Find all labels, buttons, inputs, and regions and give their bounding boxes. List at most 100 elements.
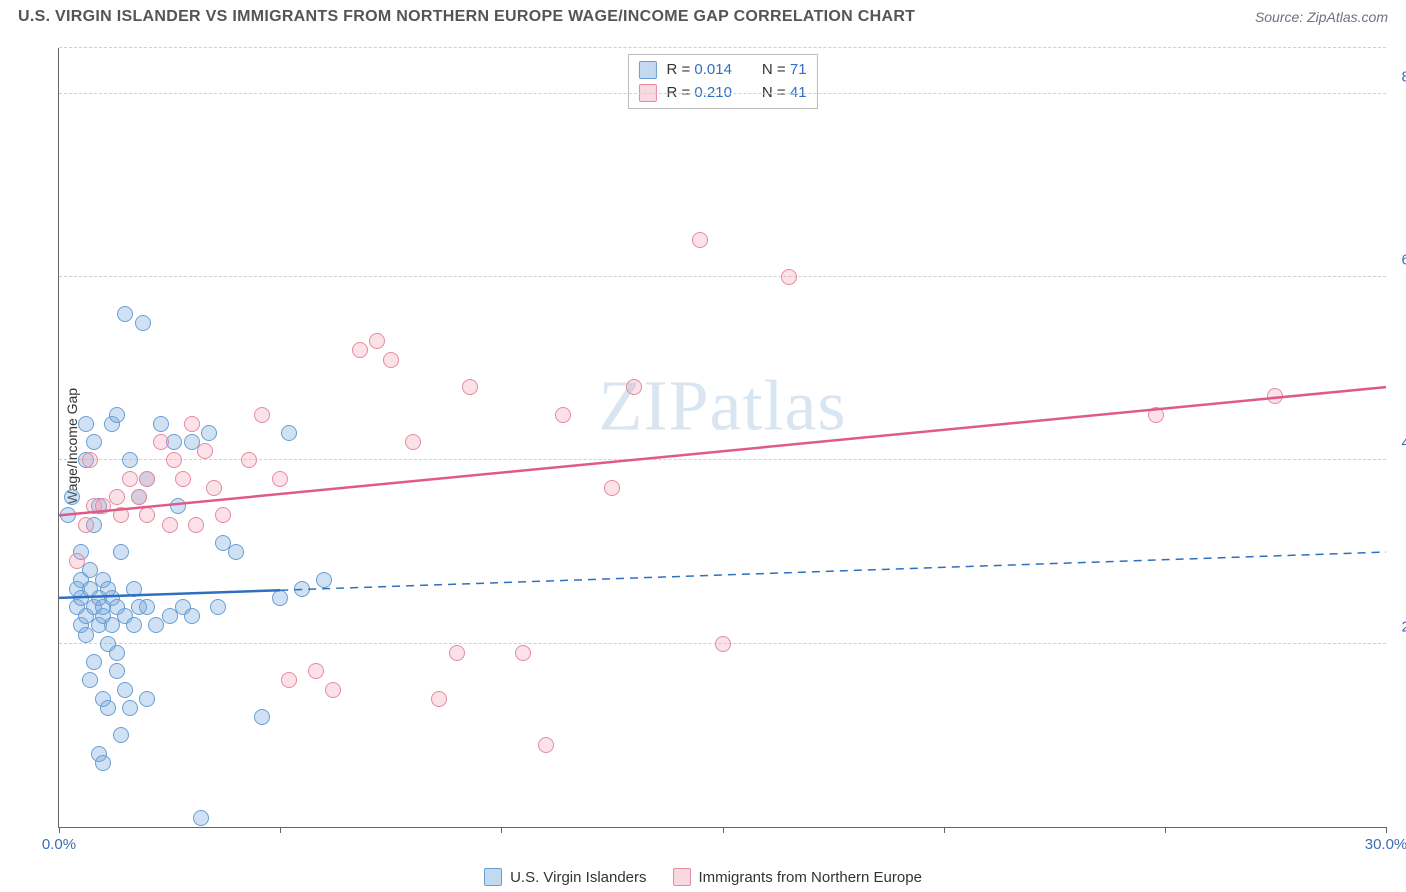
data-point — [122, 471, 138, 487]
data-point — [197, 443, 213, 459]
data-point — [122, 452, 138, 468]
x-tick-mark — [1386, 827, 1387, 833]
data-point — [184, 416, 200, 432]
data-point — [109, 489, 125, 505]
n-label: N = 71 — [762, 59, 807, 82]
data-point — [294, 581, 310, 597]
r-value: 0.014 — [694, 61, 732, 78]
data-point — [82, 452, 98, 468]
data-point — [64, 489, 80, 505]
legend-item: Immigrants from Northern Europe — [673, 868, 922, 886]
data-point — [228, 544, 244, 560]
data-point — [126, 581, 142, 597]
data-point — [1148, 407, 1164, 423]
data-point — [316, 572, 332, 588]
legend-item: U.S. Virgin Islanders — [484, 868, 646, 886]
x-tick-mark — [59, 827, 60, 833]
gridline-h — [59, 459, 1386, 460]
data-point — [449, 645, 465, 661]
data-point — [193, 810, 209, 826]
data-point — [538, 737, 554, 753]
data-point — [206, 480, 222, 496]
data-point — [241, 452, 257, 468]
stat-legend-row: R = 0.014 N = 71 — [638, 59, 806, 82]
data-point — [1267, 388, 1283, 404]
legend-swatch — [484, 868, 502, 886]
plot-region: ZIPatlas R = 0.014N = 71R = 0.210N = 41 … — [58, 48, 1386, 828]
legend-swatch — [673, 868, 691, 886]
data-point — [272, 590, 288, 606]
data-point — [215, 507, 231, 523]
data-point — [175, 471, 191, 487]
data-point — [139, 691, 155, 707]
data-point — [431, 691, 447, 707]
stat-legend: R = 0.014N = 71R = 0.210N = 41 — [627, 54, 817, 109]
data-point — [272, 471, 288, 487]
data-point — [153, 416, 169, 432]
data-point — [281, 425, 297, 441]
gridline-h — [59, 93, 1386, 94]
data-point — [86, 434, 102, 450]
bottom-legend: U.S. Virgin Islanders Immigrants from Nor… — [0, 868, 1406, 886]
data-point — [109, 663, 125, 679]
data-point — [86, 654, 102, 670]
y-tick-label: 60.0% — [1392, 252, 1406, 269]
data-point — [184, 608, 200, 624]
data-point — [122, 700, 138, 716]
data-point — [325, 682, 341, 698]
data-point — [369, 333, 385, 349]
data-point — [405, 434, 421, 450]
data-point — [153, 434, 169, 450]
data-point — [100, 700, 116, 716]
x-tick-mark — [1165, 827, 1166, 833]
data-point — [117, 306, 133, 322]
data-point — [626, 379, 642, 395]
data-point — [170, 498, 186, 514]
x-tick-mark — [723, 827, 724, 833]
y-tick-label: 40.0% — [1392, 435, 1406, 452]
data-point — [113, 544, 129, 560]
data-point — [555, 407, 571, 423]
data-point — [308, 663, 324, 679]
data-point — [95, 755, 111, 771]
data-point — [352, 342, 368, 358]
chart-area: Wage/Income Gap ZIPatlas R = 0.014N = 71… — [50, 40, 1394, 852]
x-tick-mark — [944, 827, 945, 833]
data-point — [139, 471, 155, 487]
legend-swatch — [638, 61, 656, 79]
data-point — [692, 232, 708, 248]
data-point — [515, 645, 531, 661]
data-point — [201, 425, 217, 441]
x-tick-label: 30.0% — [1365, 836, 1406, 853]
data-point — [109, 407, 125, 423]
legend-label: U.S. Virgin Islanders — [510, 869, 646, 886]
data-point — [113, 507, 129, 523]
chart-title: U.S. VIRGIN ISLANDER VS IMMIGRANTS FROM … — [18, 8, 915, 26]
watermark: ZIPatlas — [599, 365, 847, 448]
r-label: R = 0.014 — [666, 59, 731, 82]
data-point — [139, 507, 155, 523]
gridline-h — [59, 276, 1386, 277]
data-point — [69, 553, 85, 569]
data-point — [139, 599, 155, 615]
data-point — [281, 672, 297, 688]
data-point — [162, 517, 178, 533]
x-tick-mark — [501, 827, 502, 833]
x-tick-label: 0.0% — [42, 836, 76, 853]
data-point — [166, 452, 182, 468]
x-tick-mark — [280, 827, 281, 833]
data-point — [254, 407, 270, 423]
data-point — [126, 617, 142, 633]
data-point — [188, 517, 204, 533]
data-point — [715, 636, 731, 652]
data-point — [210, 599, 226, 615]
data-point — [117, 682, 133, 698]
data-point — [781, 269, 797, 285]
y-tick-label: 80.0% — [1392, 68, 1406, 85]
data-point — [82, 672, 98, 688]
legend-label: Immigrants from Northern Europe — [699, 869, 922, 886]
data-point — [135, 315, 151, 331]
data-point — [113, 727, 129, 743]
data-point — [131, 489, 147, 505]
n-value: 71 — [790, 61, 807, 78]
